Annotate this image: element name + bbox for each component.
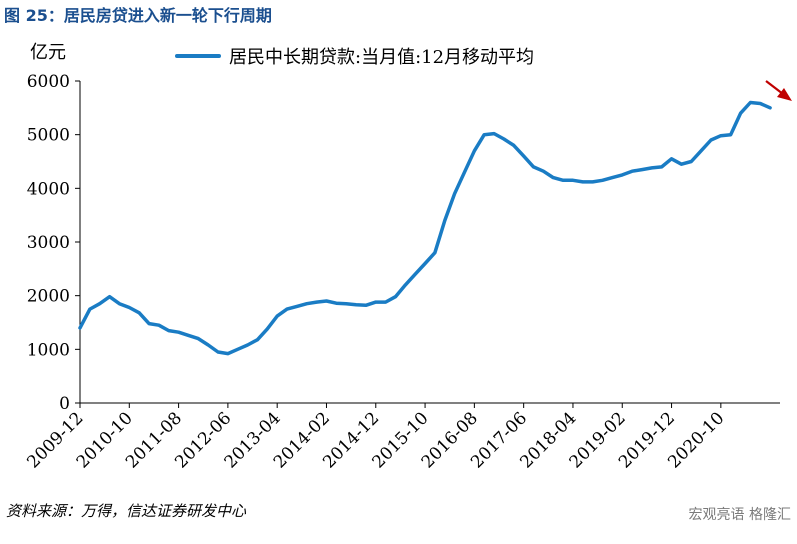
annotation-arrow-shaft bbox=[765, 80, 784, 95]
y-tick-label: 1000 bbox=[27, 340, 70, 360]
y-tick-label: 3000 bbox=[27, 233, 70, 253]
y-tick-label: 5000 bbox=[27, 126, 70, 146]
y-axis-unit: 亿元 bbox=[30, 42, 66, 63]
y-tick-label: 4000 bbox=[27, 179, 70, 199]
legend-swatch bbox=[175, 54, 221, 58]
series-line bbox=[78, 100, 772, 356]
watermark: 宏观亮语 格隆汇 bbox=[688, 507, 791, 523]
y-tick-label: 6000 bbox=[27, 72, 70, 92]
y-tick-label: 2000 bbox=[27, 287, 70, 307]
legend-label: 居民中长期贷款:当月值:12月移动平均 bbox=[229, 47, 535, 68]
y-tick-label: 0 bbox=[59, 394, 70, 414]
source-note: 资料来源：万得，信达证券研发中心 bbox=[6, 502, 247, 520]
figure-title: 图 25：居民房贷进入新一轮下行周期 bbox=[4, 6, 272, 25]
annotation-arrow-head bbox=[777, 88, 792, 101]
legend: 居民中长期贷款:当月值:12月移动平均 bbox=[175, 43, 534, 69]
